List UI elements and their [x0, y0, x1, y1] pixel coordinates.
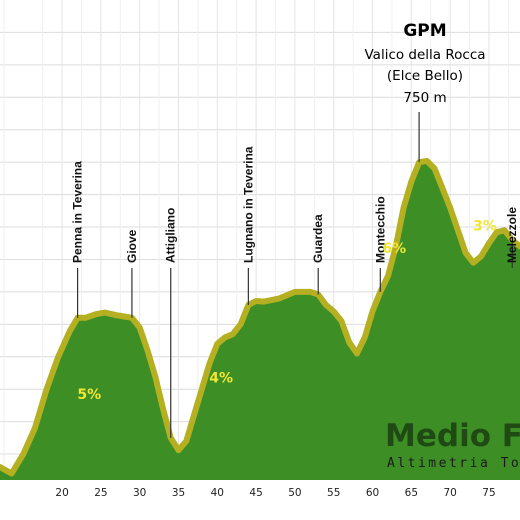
x-tick-label: 30	[133, 487, 146, 499]
x-tick-label: 55	[327, 487, 340, 499]
grade-label: 5%	[77, 387, 101, 403]
profile-area	[0, 157, 520, 480]
x-tick-label: 60	[366, 487, 379, 499]
town-marker: Montecchio	[373, 196, 387, 292]
town-label: Penna in Teverina	[71, 161, 85, 263]
x-tick-label: 50	[288, 487, 301, 499]
town-label: Guardea	[311, 214, 325, 263]
x-tick-label: 25	[94, 487, 107, 499]
gpm-pass-name: Valico della Rocca	[364, 47, 485, 63]
town-marker: Guardea	[311, 214, 325, 295]
town-label: Melezzole	[505, 207, 519, 263]
x-tick-label: 45	[249, 487, 262, 499]
profile-outline	[0, 157, 520, 477]
town-marker: Melezzole	[505, 207, 519, 268]
town-marker: Lugnano in Teverina	[241, 146, 255, 305]
brand-subtitle: Altimetria To	[387, 456, 520, 471]
town-marker: Penna in Teverina	[71, 161, 85, 318]
gpm-callout: GPM Valico della Rocca (Elce Bello) 750 …	[364, 21, 486, 163]
grade-label: 3%	[473, 218, 497, 234]
x-axis-band	[0, 480, 520, 520]
grade-label: 4%	[209, 371, 233, 387]
town-label: Attigliano	[164, 208, 178, 263]
x-tick-label: 65	[405, 487, 418, 499]
gpm-alt-name: (Elce Bello)	[387, 68, 463, 84]
grade-labels: 5% 4% 6% 3%	[77, 218, 497, 403]
grade-label: 6%	[382, 241, 406, 257]
gpm-title: GPM	[403, 21, 446, 41]
town-label: Lugnano in Teverina	[241, 146, 255, 263]
profile-fill	[0, 160, 520, 480]
gpm-altitude: 750 m	[403, 90, 446, 106]
town-marker: Giove	[125, 229, 139, 318]
x-axis-ticks: 20 25 30 35 40 45 50 55 60 65 70 75	[0, 480, 520, 520]
x-tick-label: 20	[55, 487, 68, 499]
x-tick-label: 75	[482, 487, 495, 499]
town-label: Giove	[125, 229, 139, 263]
branding: Medio Fe Altimetria To	[385, 418, 520, 471]
x-tick-label: 40	[211, 487, 224, 499]
x-tick-label: 35	[172, 487, 185, 499]
town-label: Montecchio	[373, 196, 387, 263]
x-tick-label: 70	[443, 487, 456, 499]
town-labels: Penna in Teverina Giove Attigliano Lugnano …	[71, 146, 519, 438]
town-marker: Attigliano	[164, 208, 178, 438]
brand-title: Medio Fe	[385, 418, 520, 454]
